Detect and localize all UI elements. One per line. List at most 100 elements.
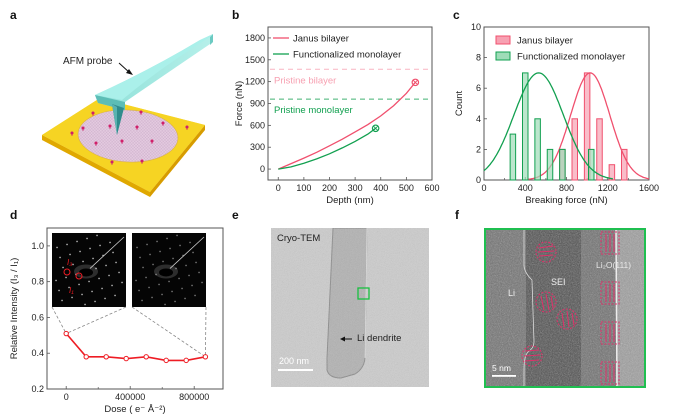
diffraction-spot — [189, 241, 191, 244]
diffraction-spot — [164, 303, 166, 306]
diffraction-spot — [92, 257, 94, 260]
histogram-bar — [546, 148, 554, 181]
inset-connector — [51, 306, 67, 334]
x-tick-label: 0 — [64, 392, 69, 402]
panel-label-c: c — [453, 8, 460, 22]
beam-stop — [159, 268, 174, 277]
y-tick-label: 4 — [476, 114, 481, 124]
x-tick-label: 800 — [559, 183, 574, 193]
diffraction-spot — [98, 277, 100, 280]
diffraction-spot — [166, 237, 168, 240]
diffraction-spot — [61, 299, 63, 302]
y-tick-label: 2 — [476, 144, 481, 154]
beam-stop-rod — [89, 236, 125, 269]
diffraction-spot — [156, 240, 158, 243]
diffraction-spot — [76, 240, 78, 243]
diffraction-spot — [181, 287, 183, 290]
diffraction-spot — [91, 290, 93, 293]
diffraction-spot — [82, 260, 84, 263]
data-point — [83, 354, 89, 360]
y-tick-label: 1500 — [245, 55, 265, 65]
diffraction-spot — [118, 271, 120, 274]
panel-label-d: d — [10, 208, 18, 222]
legend-label: Functionalized monolayer — [293, 50, 401, 61]
panel-label-b: b — [232, 8, 240, 22]
x-tick-label: 600 — [424, 183, 439, 193]
diffraction-spot — [182, 254, 184, 257]
x-tick-label: 1200 — [598, 183, 618, 193]
diffraction-spot — [184, 297, 186, 300]
diffraction-spot — [112, 251, 114, 254]
data-point — [202, 354, 209, 360]
x-tick-label: 0 — [481, 183, 486, 193]
y-axis-label: Force (nN) — [234, 81, 245, 126]
panel-label-e: e — [232, 208, 239, 222]
diffraction-spot — [191, 284, 193, 287]
membrane — [77, 109, 179, 163]
legend-swatch — [495, 51, 511, 61]
diffraction-spot — [201, 281, 203, 284]
diffraction-spot — [158, 283, 160, 286]
y-tick-label: 10 — [471, 22, 481, 32]
fracture-point-marker — [411, 78, 420, 87]
diffraction-spot — [169, 247, 171, 250]
series-line-janus-bilayer — [278, 81, 416, 170]
nanocrystal-domains — [521, 231, 620, 385]
x-tick-label: 100 — [296, 183, 311, 193]
diffraction-spot — [192, 251, 194, 254]
diffraction-spot — [66, 243, 68, 246]
afm-schematic: AFM probe — [42, 34, 213, 197]
diffraction-spot — [179, 244, 181, 247]
y-tick-label: 0.6 — [31, 312, 44, 322]
diffraction-spot — [72, 263, 74, 266]
afm-probe-label: AFM probe — [63, 56, 113, 67]
diffraction-spot — [195, 261, 197, 264]
fracture-point-cross — [413, 80, 418, 85]
diffraction-spot — [78, 283, 80, 286]
legend-swatch — [495, 35, 511, 45]
diffraction-spot — [161, 293, 163, 296]
fracture-point-marker — [371, 124, 380, 133]
x-tick-label: 0 — [276, 183, 281, 193]
diffraction-spot — [71, 296, 73, 299]
diffraction-spot — [171, 290, 173, 293]
y-axis-label: Count — [454, 90, 465, 116]
diffraction-spot — [101, 287, 103, 290]
diffraction-spot — [188, 274, 190, 277]
diffraction-spot — [86, 237, 88, 240]
x-axis-label: Depth (nm) — [326, 195, 374, 206]
diffraction-spot — [69, 253, 71, 256]
diffraction-spot — [79, 250, 81, 253]
diffraction-spot — [149, 253, 151, 256]
diffraction-spot — [96, 234, 98, 237]
sei-label: SEI — [551, 277, 566, 287]
cryo-tem-title: Cryo-TEM — [277, 233, 321, 244]
chart-relative-intensity-dose: 0 400000 800000 0.2 0.4 0.6 0.8 1.0 Dose ( e⁻ Å⁻… — [9, 227, 224, 415]
y-tick-label: 0.2 — [31, 384, 44, 394]
x-tick-label: 500 — [399, 183, 414, 193]
diffraction-spot — [138, 289, 140, 292]
diffraction-spot — [135, 279, 137, 282]
y-axis-label: Relative Intensity (I₃ / I₁) — [9, 258, 20, 360]
x-axis-label: Breaking force (nN) — [525, 195, 607, 206]
saed-inset-initial — [52, 233, 126, 307]
data-point — [63, 330, 69, 337]
li-label: Li — [508, 288, 516, 298]
diffraction-spot — [172, 257, 174, 260]
y-tick-label: 6 — [476, 83, 481, 93]
zoom-region-box — [357, 287, 370, 300]
diffraction-spot — [178, 277, 180, 280]
y-tick-label: 900 — [250, 99, 265, 109]
diffraction-spot — [81, 293, 83, 296]
diffraction-spot — [62, 266, 64, 269]
diffraction-spot — [55, 279, 57, 282]
scale-bar-label: 200 nm — [279, 356, 310, 366]
x-tick-label: 300 — [348, 183, 363, 193]
y-tick-label: 0.8 — [31, 277, 44, 287]
data-point — [163, 357, 169, 364]
diffraction-spot — [114, 294, 116, 297]
histogram-bar — [608, 164, 616, 181]
gaussian-fit-functionalized-monolayer — [483, 72, 613, 180]
reference-line-label: Pristine monolayer — [274, 105, 353, 116]
diffraction-spot — [159, 250, 161, 253]
